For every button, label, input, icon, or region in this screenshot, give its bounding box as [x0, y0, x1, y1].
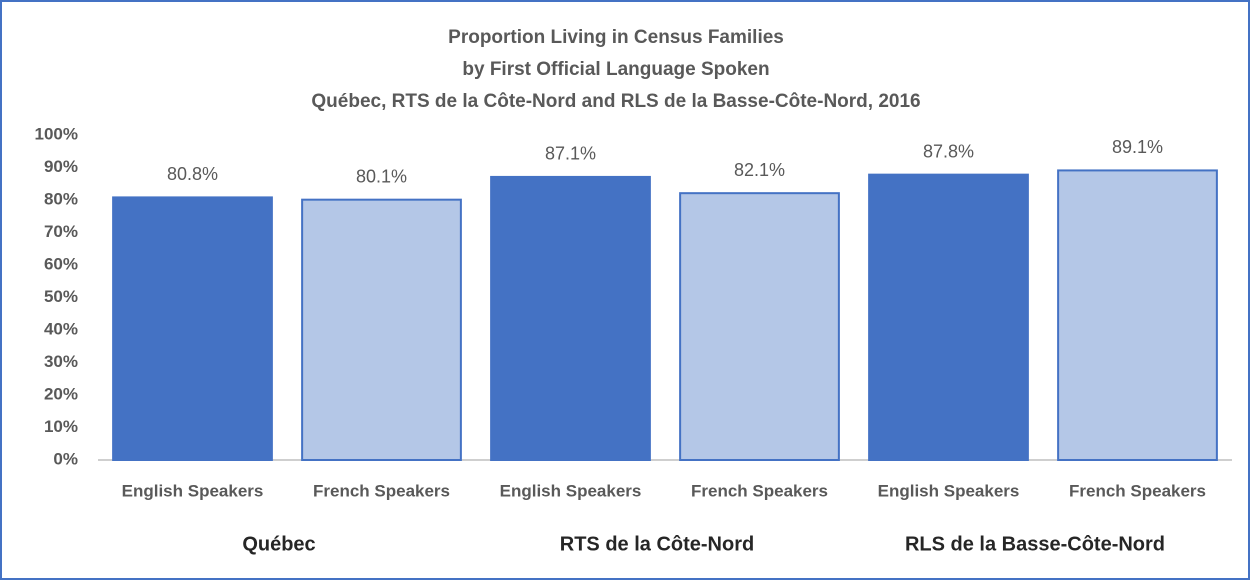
value-label: 80.8% [167, 164, 218, 184]
value-label: 80.1% [356, 166, 407, 186]
y-tick-label: 0% [53, 449, 78, 468]
chart-title: by First Official Language Spoken [462, 59, 769, 80]
value-label: 82.1% [734, 160, 785, 180]
bar [301, 198, 462, 462]
x-tick-label: English Speakers [500, 481, 642, 500]
bar [490, 175, 651, 462]
y-tick-label: 80% [44, 189, 78, 208]
group-label: RLS de la Basse-Côte-Nord [905, 533, 1165, 555]
value-label: 87.1% [545, 144, 596, 164]
bar [868, 173, 1029, 461]
bar [112, 196, 273, 461]
x-tick-label: French Speakers [313, 481, 450, 500]
x-tick-label: French Speakers [1069, 481, 1206, 500]
y-tick-label: 70% [44, 222, 78, 241]
y-tick-label: 60% [44, 254, 78, 273]
y-tick-label: 30% [44, 352, 78, 371]
value-label: 89.1% [1112, 137, 1163, 157]
x-tick-label: English Speakers [878, 481, 1020, 500]
y-tick-label: 20% [44, 384, 78, 403]
y-tick-label: 40% [44, 319, 78, 338]
group-label: RTS de la Côte-Nord [560, 533, 754, 555]
chart-title: Proportion Living in Census Families [448, 27, 784, 48]
chart-title: Québec, RTS de la Côte-Nord and RLS de l… [311, 91, 920, 112]
bar [679, 192, 840, 462]
y-tick-label: 100% [35, 124, 78, 143]
y-tick-label: 90% [44, 157, 78, 176]
value-label: 87.8% [923, 141, 974, 161]
x-tick-label: English Speakers [122, 481, 264, 500]
bar [1057, 169, 1218, 462]
x-tick-label: French Speakers [691, 481, 828, 500]
y-tick-label: 50% [44, 287, 78, 306]
y-tick-label: 10% [44, 417, 78, 436]
group-label: Québec [242, 533, 315, 555]
